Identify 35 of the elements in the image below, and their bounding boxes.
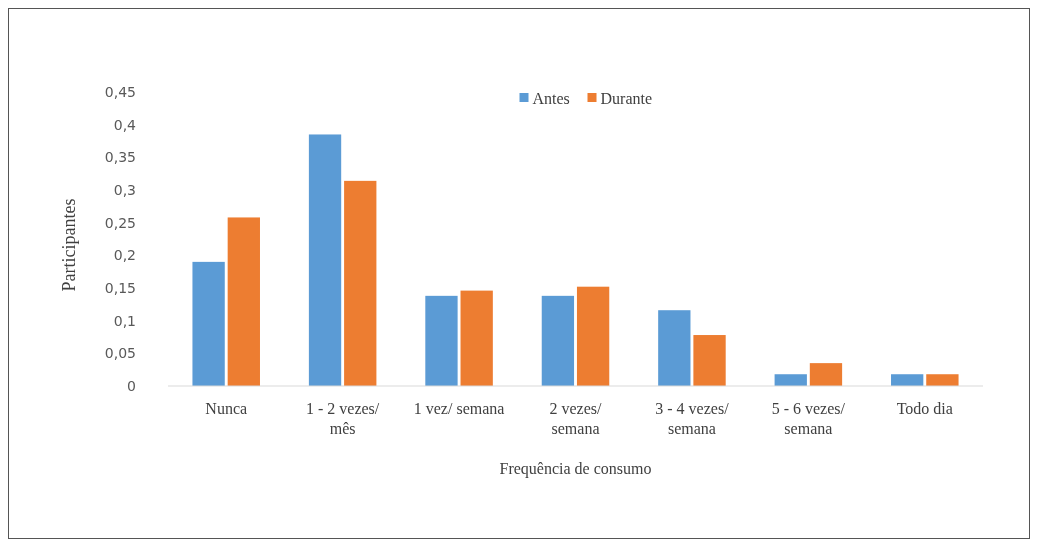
legend-label: Antes: [532, 89, 570, 107]
legend-label: Durante: [600, 89, 653, 107]
bar: [576, 286, 610, 386]
x-axis-title: Frequência de consumo: [499, 460, 652, 478]
y-tick-label: 0,2: [113, 247, 136, 264]
y-tick-label: 0,05: [104, 345, 136, 362]
y-axis-title: Participantes: [59, 198, 79, 292]
bar: [425, 295, 458, 386]
y-tick-label: 0: [127, 377, 136, 394]
bar: [809, 363, 843, 386]
bar: [693, 335, 726, 386]
bar: [891, 374, 924, 386]
bar: [308, 134, 342, 386]
y-tick-label: 0,3: [113, 181, 136, 198]
y-tick-label: 0,35: [104, 149, 136, 166]
bar: [460, 290, 493, 386]
y-tick-label: 0,45: [104, 83, 136, 100]
y-tick-label: 0,25: [104, 214, 136, 231]
y-tick-label: 0,1: [113, 312, 136, 329]
bar: [926, 374, 959, 386]
x-tick-label: 2 vezes/ semana: [549, 400, 603, 437]
y-tick-label: 0,15: [104, 279, 136, 296]
bar: [192, 261, 225, 386]
bar: [658, 310, 691, 386]
x-tick-label: Nunca: [205, 400, 248, 417]
x-tick-label: 1 vez/ semana: [413, 400, 505, 417]
y-tick-label: 0,4: [113, 116, 137, 133]
bar: [344, 180, 377, 386]
bar: [541, 295, 575, 386]
x-tick-label: Todo dia: [896, 400, 953, 417]
x-tick-label: 1 - 2 vezes/ mês: [305, 400, 380, 437]
bar: [774, 374, 807, 386]
x-tick-label: 5 - 6 vezes/ semana: [771, 400, 846, 437]
bar: [227, 217, 260, 386]
x-tick-label: 3 - 4 vezes/ semana: [655, 400, 730, 437]
